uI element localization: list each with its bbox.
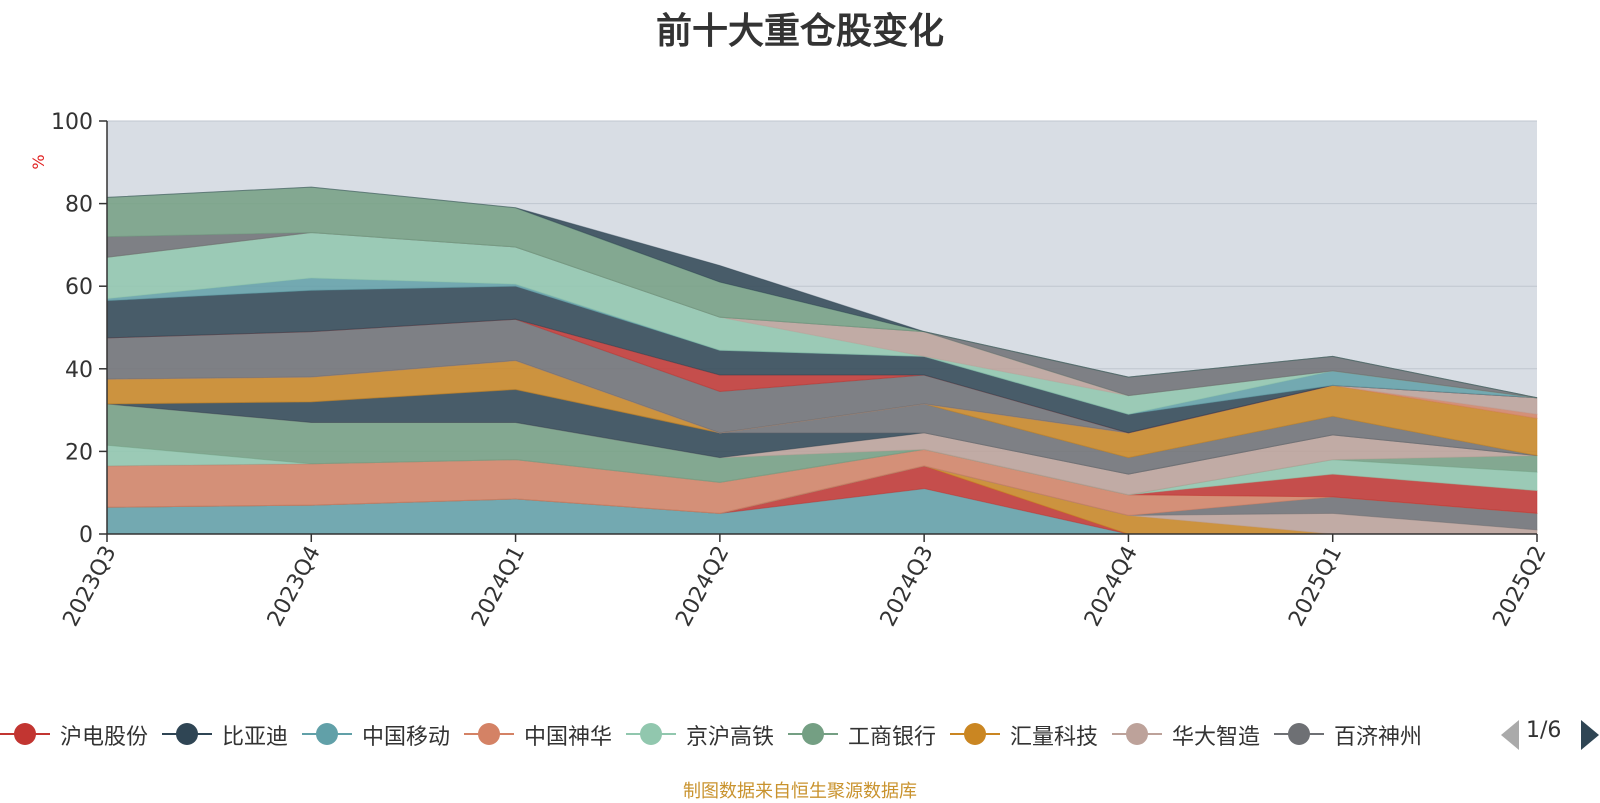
y-tick-label: 60 <box>65 275 93 300</box>
y-tick-label: 0 <box>79 523 93 548</box>
legend-circle-icon <box>316 723 338 745</box>
legend-circle-icon <box>1126 723 1148 745</box>
legend-page-indicator: 1/6 <box>1526 718 1562 743</box>
legend-label: 汇量科技 <box>1010 725 1099 750</box>
y-tick-label: 20 <box>65 440 93 465</box>
triangle-right-icon[interactable] <box>1581 720 1599 750</box>
chart-title: 前十大重仓股变化 <box>655 11 944 52</box>
y-tick-label: 100 <box>51 110 93 135</box>
legend-circle-icon <box>14 723 36 745</box>
legend-label: 比亚迪 <box>222 725 289 750</box>
area-series[interactable] <box>106 186 1538 399</box>
legend: 沪电股份 比亚迪 中国移动 中国神华 京沪高铁 工商银行 汇量科技 华大智造 百济神州 <box>0 716 1485 756</box>
legend-circle-icon <box>176 723 198 745</box>
legend-circle-icon <box>802 723 824 745</box>
x-tick-label: 2025Q1 <box>1284 542 1347 631</box>
x-tick-label: 2024Q1 <box>467 542 530 631</box>
x-tick-label: 2024Q2 <box>671 542 734 631</box>
triangle-left-icon[interactable] <box>1501 720 1519 750</box>
legend-label: 中国移动 <box>362 725 451 750</box>
legend-label: 华大智造 <box>1172 725 1261 750</box>
x-tick-label: 2023Q4 <box>263 542 326 631</box>
x-tick-label: 2025Q2 <box>1489 542 1552 631</box>
legend-label: 中国神华 <box>524 725 613 750</box>
legend-pager: 1/6 <box>1500 716 1600 752</box>
legend-label: 沪电股份 <box>60 725 149 750</box>
legend-circle-icon <box>478 723 500 745</box>
x-tick-label: 2024Q3 <box>876 542 939 631</box>
legend-circle-icon <box>640 723 662 745</box>
stacked-areas <box>106 186 1538 535</box>
x-tick-label: 2024Q4 <box>1080 542 1143 631</box>
source-note: 制图数据来自恒生聚源数据库 <box>683 781 917 802</box>
legend-circle-icon <box>1288 723 1310 745</box>
legend-label: 百济神州 <box>1334 725 1423 750</box>
legend-circle-icon <box>964 723 986 745</box>
legend-label: 京沪高铁 <box>686 725 775 750</box>
y-axis-unit-label: % <box>29 154 48 169</box>
y-tick-label: 40 <box>65 358 93 383</box>
y-tick-label: 80 <box>65 193 93 218</box>
x-tick-label: 2023Q3 <box>59 542 122 631</box>
legend-label: 工商银行 <box>848 725 937 750</box>
